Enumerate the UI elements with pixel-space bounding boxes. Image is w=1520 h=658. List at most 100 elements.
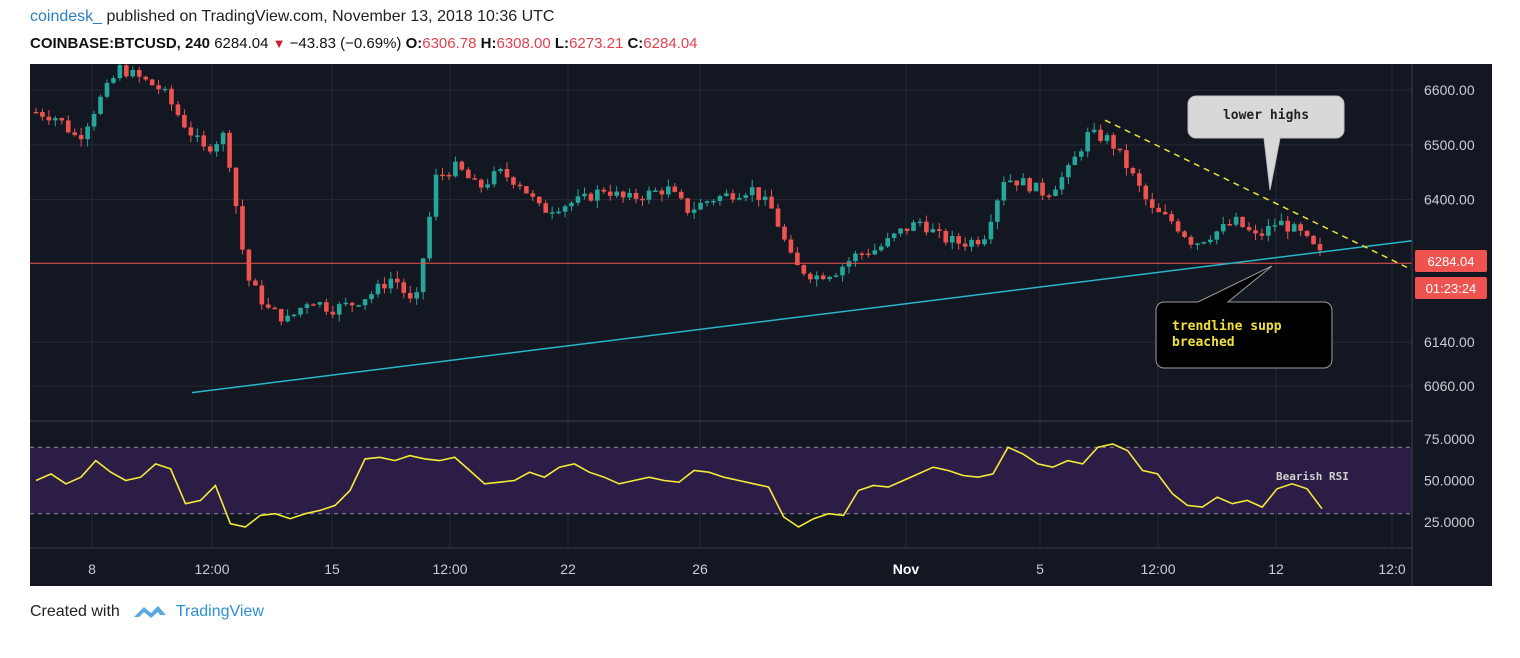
candle-body — [749, 187, 755, 196]
published-text: published on TradingView.com, November 1… — [106, 8, 555, 25]
price-tick-label: 6500.00 — [1424, 137, 1475, 153]
low-label: L: — [554, 35, 570, 52]
candle-body — [375, 283, 381, 295]
candle-body — [246, 249, 252, 281]
trendline-support[interactable] — [191, 239, 1413, 394]
candle-body — [814, 275, 820, 280]
last-price-badge: 6284.04 — [1415, 250, 1487, 272]
candle-body — [169, 88, 174, 105]
candle-body — [704, 201, 710, 203]
candle-body — [98, 96, 103, 114]
candle-body — [459, 161, 465, 170]
candle-body — [1240, 216, 1245, 228]
price-tick-label: 6600.00 — [1424, 82, 1475, 98]
candle-body — [395, 278, 400, 283]
candle-body — [1285, 220, 1291, 232]
candle-body — [259, 285, 265, 305]
countdown-tag: 01:23:24 — [1426, 281, 1477, 296]
candle-body — [1007, 180, 1013, 183]
candle-body — [1182, 231, 1187, 238]
candle-body — [924, 221, 929, 233]
candle-body — [278, 309, 284, 322]
candle-body — [1188, 237, 1194, 245]
price-chart[interactable]: 6600.00 6500.00 6400.00 6140.00 6060.00 75.0… — [30, 64, 1492, 586]
candle-body — [569, 202, 574, 207]
price-axis[interactable]: 6600.00 6500.00 6400.00 6140.00 6060.00 — [1424, 82, 1475, 394]
footer: Created with TradingView — [30, 603, 264, 621]
candle-body — [124, 65, 129, 77]
candle-body — [904, 228, 910, 231]
high-label: H: — [480, 35, 497, 52]
candle-body — [885, 237, 890, 247]
candle-body — [356, 305, 361, 307]
candle-body — [1298, 224, 1303, 231]
candle-body — [420, 258, 426, 293]
price-change: −43.83 (−0.69%) — [289, 35, 402, 52]
candle-body — [582, 193, 587, 197]
candle-body — [1311, 235, 1316, 245]
candle-body — [672, 186, 678, 192]
close-label: C: — [627, 35, 644, 52]
candle-body — [730, 193, 736, 200]
candle-body — [1162, 212, 1168, 215]
candle-body — [820, 275, 826, 280]
last-price-tag: 6284.04 — [1428, 254, 1475, 269]
candle-body — [562, 206, 568, 212]
candle-body — [1033, 182, 1039, 192]
candle-body — [556, 211, 561, 214]
candle-body — [472, 178, 478, 180]
candle-body — [1111, 135, 1116, 149]
candle-body — [1078, 151, 1084, 157]
time-axis[interactable]: 8 12:00 15 12:00 22 26 Nov 5 12:00 12 12:0 — [88, 561, 1406, 577]
candle-body — [414, 292, 419, 299]
candle-body — [446, 174, 452, 177]
candle-body — [407, 292, 413, 299]
candle-body — [607, 191, 613, 196]
candle-body — [698, 202, 703, 210]
candle-body — [859, 253, 865, 256]
candle-body — [1175, 221, 1181, 232]
tradingview-link[interactable]: TradingView — [175, 603, 264, 620]
candle-body — [324, 302, 329, 312]
candle-body — [1233, 216, 1239, 225]
candle-body — [1059, 177, 1065, 190]
candle-body — [1220, 224, 1226, 232]
candle-body — [1291, 224, 1297, 232]
candle-body — [65, 120, 71, 133]
author-link[interactable]: coindesk_ — [30, 8, 103, 25]
candle-body — [182, 115, 187, 128]
candle-body — [143, 76, 148, 80]
created-with-text: Created with — [30, 603, 120, 620]
candle-body — [440, 174, 445, 177]
candle-body — [272, 307, 278, 310]
time-tick-label: 12:0 — [1378, 561, 1405, 577]
rsi-tick-label: 50.0000 — [1424, 473, 1475, 489]
candle-body — [962, 243, 968, 247]
candle-body — [227, 132, 232, 168]
candle-body — [265, 304, 271, 308]
candle-body — [336, 304, 342, 315]
rsi-tick-label: 75.0000 — [1424, 431, 1475, 447]
candle-body — [982, 239, 987, 245]
candle-body — [1098, 129, 1103, 141]
candle-body — [917, 221, 923, 224]
candle-body — [711, 200, 716, 203]
candle-body — [530, 193, 536, 197]
rsi-tick-label: 25.0000 — [1424, 514, 1475, 530]
candle-body — [46, 116, 52, 121]
rsi-axis[interactable]: 75.0000 50.0000 25.0000 — [1424, 431, 1475, 530]
candle-body — [653, 190, 658, 192]
time-tick-label: 22 — [560, 561, 576, 577]
candle-body — [666, 186, 671, 195]
candle-body — [588, 193, 594, 201]
candle-body — [104, 82, 110, 97]
candle-body — [517, 184, 523, 187]
candle-body — [453, 161, 458, 177]
candle-body — [937, 229, 942, 231]
candle-body — [1246, 227, 1252, 231]
candle-body — [78, 135, 84, 140]
candle-body — [298, 307, 303, 315]
callout-lower-highs: lower highs — [1187, 95, 1345, 191]
resistance-line[interactable] — [1104, 119, 1413, 271]
candle-body — [1014, 180, 1020, 186]
